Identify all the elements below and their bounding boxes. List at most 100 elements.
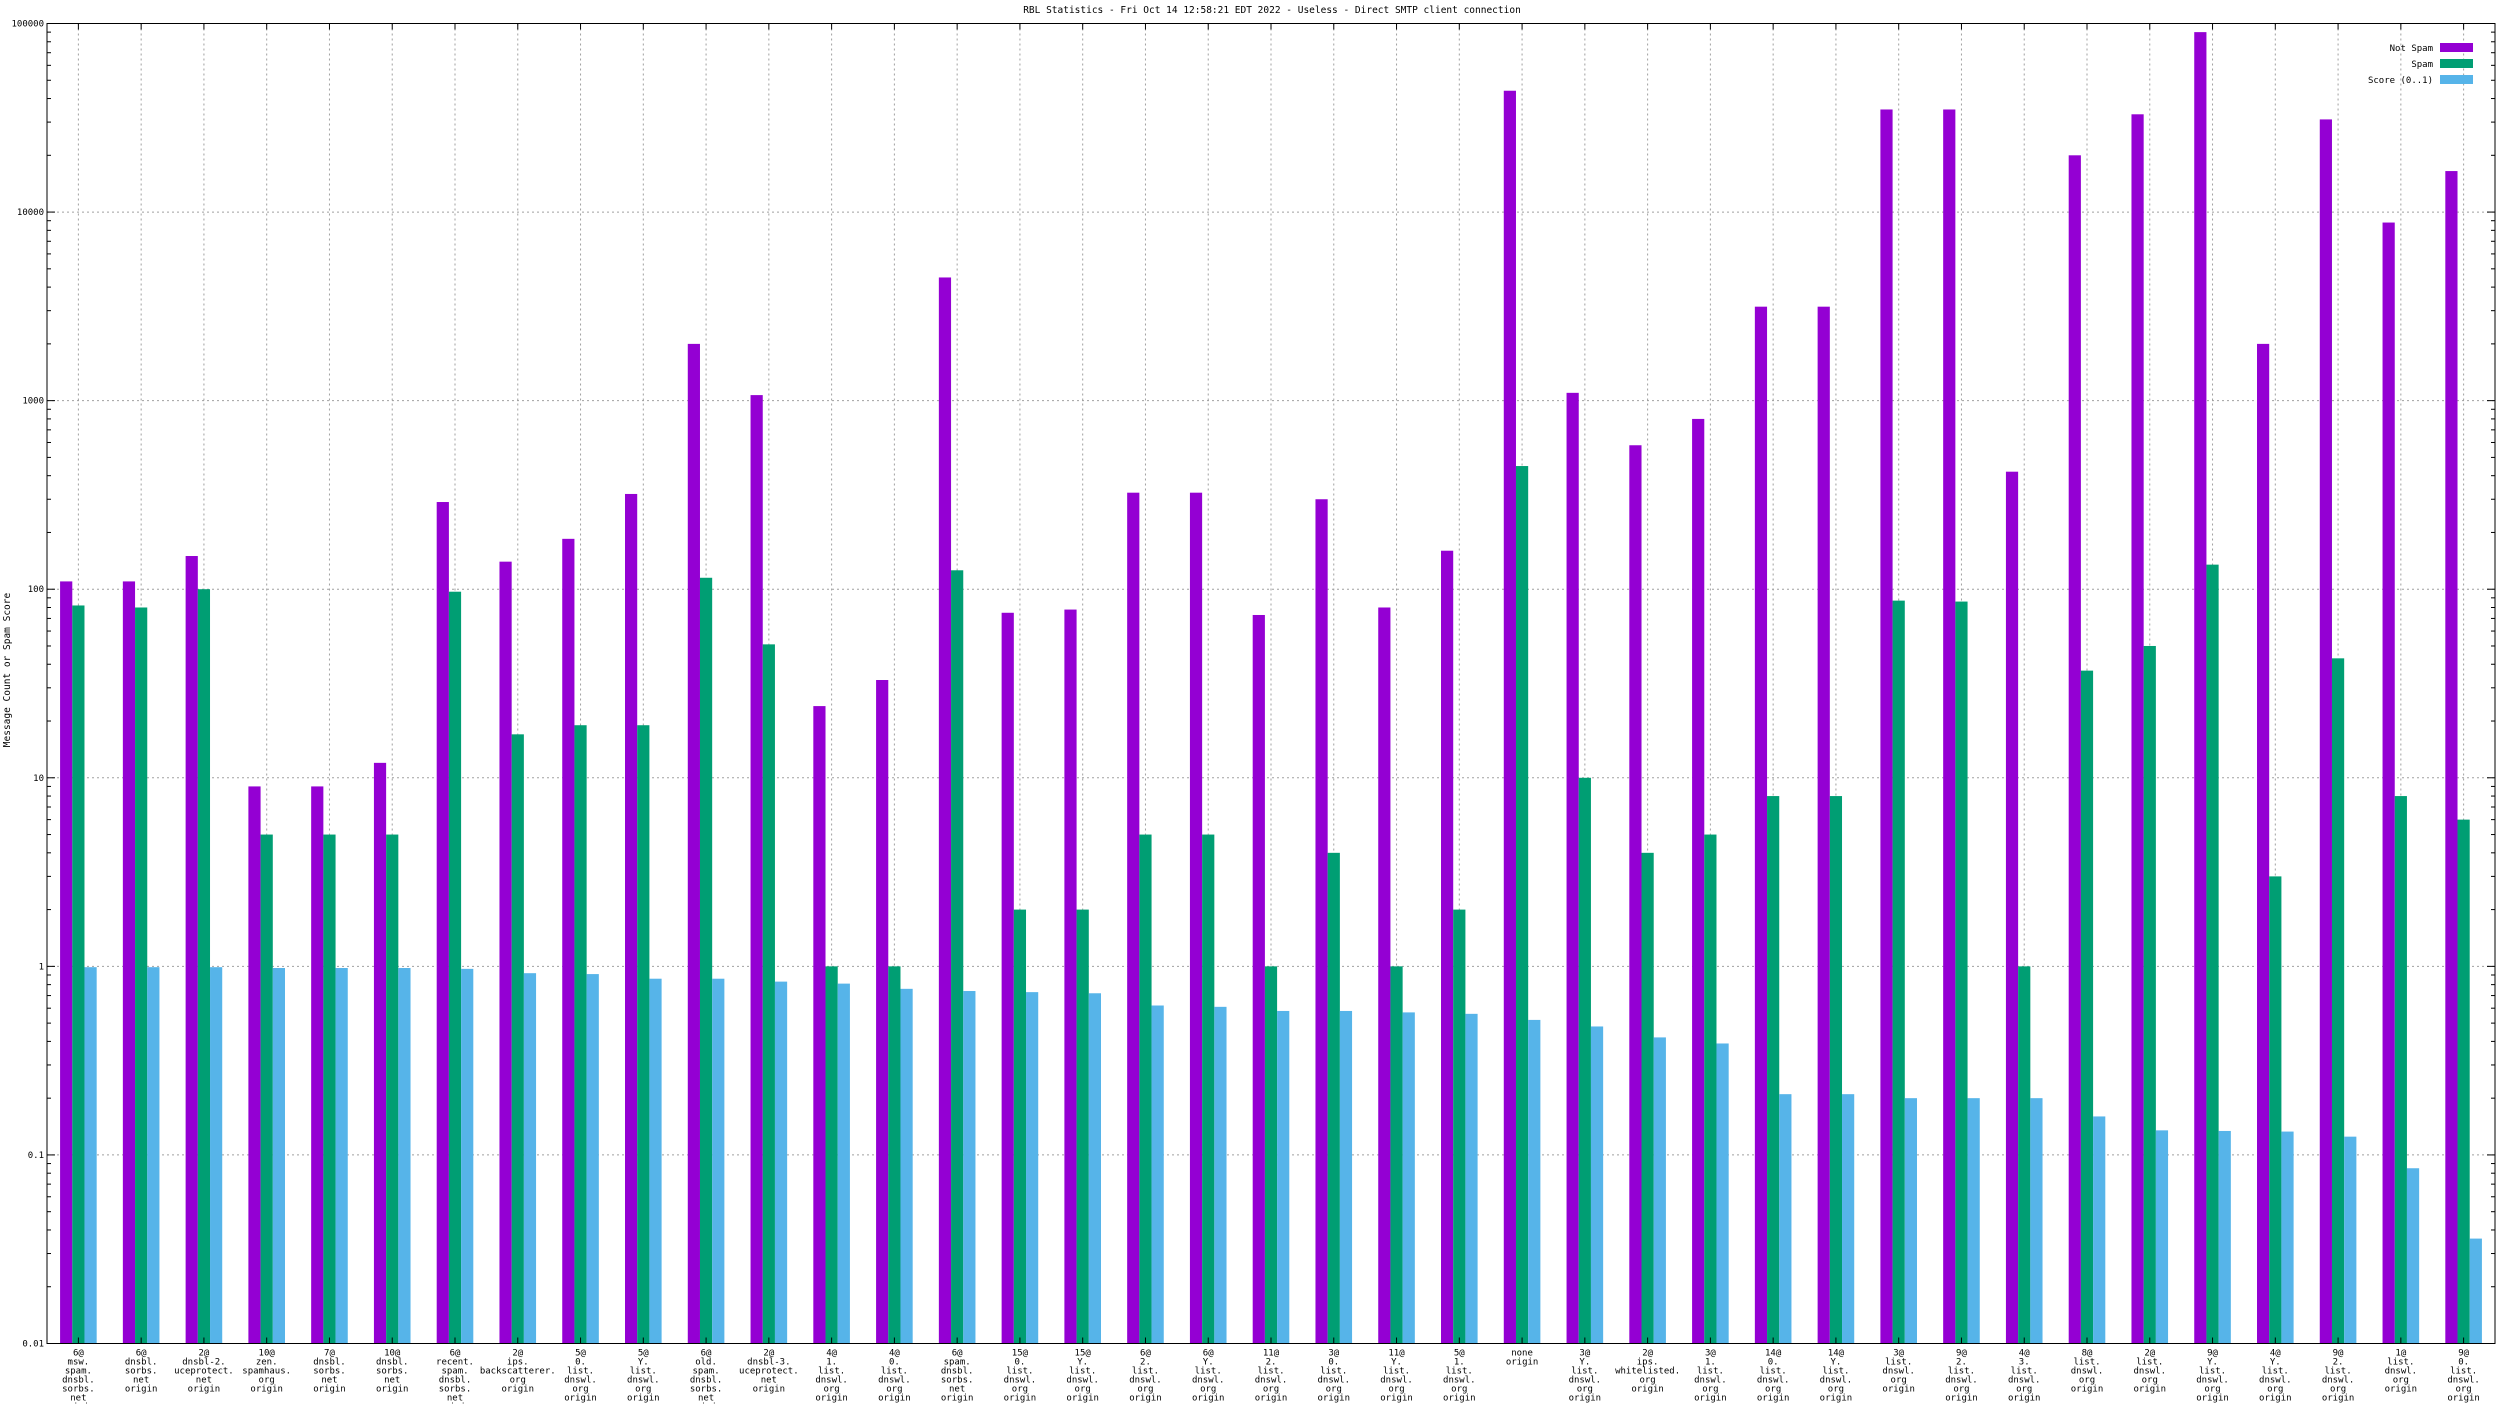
x-tick-label: 1@ list. dnswl. org origin (2385, 1349, 2418, 1395)
bar-not-spam (2194, 32, 2207, 1344)
y-tick-label: 0.1 (28, 1151, 44, 1161)
bar-spam (1704, 834, 1717, 1344)
bar-score-0-1 (1528, 1019, 1541, 1344)
bar-score-0-1 (523, 973, 537, 1344)
legend: Not Spam Spam Score (0..1) (2368, 43, 2473, 86)
bar-spam (386, 834, 399, 1344)
bar-score-0-1 (2218, 1130, 2231, 1344)
x-tick-label: 11@ 2. list. dnswl. org origin (1255, 1349, 1288, 1404)
bar-not-spam (1441, 550, 1454, 1344)
x-tick-label: 3@ 0. list. dnswl. org origin (1318, 1349, 1351, 1404)
x-tick-label: 4@ 3. list. dnswl. org origin (2008, 1349, 2041, 1404)
bar-not-spam (813, 706, 826, 1344)
x-tick-label: 2@ ips. whitelisted. org origin (1615, 1349, 1680, 1395)
bar-spam (1327, 852, 1340, 1344)
bar-score-0-1 (586, 974, 599, 1344)
x-tick-label: 9@ Y. list. dnswl. org origin (2196, 1349, 2229, 1404)
x-tick-label: 14@ 0. list. dnswl. org origin (1757, 1349, 1790, 1404)
legend-swatch (2440, 43, 2473, 52)
bar-score-0-1 (1779, 1094, 1792, 1344)
x-tick-label: 10@ dnsbl. sorbs. net origin (376, 1349, 409, 1395)
bar-not-spam (436, 502, 449, 1344)
bar-spam (888, 966, 901, 1344)
y-axis-label: Message Count or Spam Score (2, 593, 13, 748)
bar-not-spam (1817, 306, 1830, 1344)
x-tick-label: 9@ 2. list. dnswl. org origin (1945, 1349, 1978, 1404)
bar-score-0-1 (2344, 1136, 2357, 1344)
bar-score-0-1 (712, 978, 725, 1344)
bar-score-0-1 (1088, 993, 1101, 1344)
bar-spam (2269, 876, 2282, 1344)
bar-spam (1264, 966, 1278, 1344)
bar-score-0-1 (1653, 1037, 1666, 1344)
legend-swatch (2440, 59, 2473, 68)
bar-not-spam (625, 493, 638, 1344)
bar-score-0-1 (398, 968, 411, 1344)
bar-not-spam (185, 556, 198, 1344)
bar-not-spam (60, 581, 73, 1344)
bar-spam (2206, 564, 2219, 1344)
bar-score-0-1 (1590, 1026, 1604, 1344)
bar-not-spam (1754, 306, 1768, 1344)
bar-spam (1892, 600, 1905, 1344)
bar-not-spam (876, 680, 889, 1344)
y-tick-label: 0.01 (22, 1340, 44, 1350)
x-tick-label: 2@ dnsbl-3. uceprotect. net origin (739, 1349, 799, 1395)
y-tick-label: 1 (39, 962, 44, 972)
bar-score-0-1 (1151, 1005, 1164, 1344)
bar-spam (699, 577, 713, 1344)
bar-not-spam (311, 786, 324, 1344)
x-tick-label: 4@ 0. list. dnswl. org origin (878, 1349, 911, 1404)
bar-spam (260, 834, 273, 1344)
bar-spam (1453, 909, 1466, 1344)
bar-score-0-1 (335, 968, 348, 1344)
bar-not-spam (1503, 90, 1516, 1344)
bar-score-0-1 (1026, 992, 1039, 1344)
bar-not-spam (1692, 418, 1705, 1344)
bar-not-spam (938, 277, 952, 1344)
bar-score-0-1 (900, 988, 913, 1344)
y-tick-label: 1000 (22, 397, 44, 407)
bar-score-0-1 (1277, 1010, 1290, 1344)
bar-not-spam (2257, 343, 2270, 1344)
x-tick-label: 2@ ips. backscatterer. org origin (480, 1349, 556, 1395)
bar-spam (1390, 966, 1403, 1344)
x-tick-label: 3@ list. dnswl. org origin (1882, 1349, 1915, 1395)
bar-not-spam (248, 786, 261, 1344)
x-tick-label: 4@ 1. list. dnswl. org origin (815, 1349, 848, 1404)
bar-score-0-1 (2406, 1168, 2420, 1344)
bar-spam (1829, 796, 1843, 1344)
bar-score-0-1 (1716, 1043, 1729, 1344)
x-tick-label: 15@ Y. list. dnswl. org origin (1066, 1349, 1099, 1404)
bar-score-0-1 (1339, 1010, 1353, 1344)
bar-spam (825, 966, 838, 1344)
bar-spam (1515, 466, 1529, 1344)
bar-not-spam (1189, 492, 1203, 1344)
bar-spam (637, 725, 650, 1344)
bar-spam (951, 570, 964, 1344)
bar-score-0-1 (1465, 1013, 1478, 1344)
x-tick-label: 5@ 0. list. dnswl. org origin (564, 1349, 597, 1404)
legend-swatch (2440, 75, 2473, 84)
x-tick-label: 2@ dnsbl-2. uceprotect. net origin (174, 1349, 234, 1395)
bar-score-0-1 (272, 968, 285, 1344)
y-tick-label: 10000 (17, 208, 44, 218)
x-tick-label: 3@ Y. list. dnswl. org origin (1569, 1349, 1602, 1404)
x-tick-label: 15@ 0. list. dnswl. org origin (1004, 1349, 1037, 1404)
bar-spam (448, 591, 462, 1344)
x-tick-label: 4@ Y. list. dnswl. org origin (2259, 1349, 2292, 1404)
bar-not-spam (2382, 222, 2395, 1344)
bar-not-spam (750, 395, 763, 1344)
bars (60, 32, 2482, 1344)
bar-not-spam (1001, 612, 1014, 1344)
bar-score-0-1 (2281, 1131, 2294, 1344)
bar-not-spam (2445, 171, 2458, 1344)
bar-score-0-1 (84, 967, 97, 1344)
bar-score-0-1 (1967, 1098, 1980, 1344)
bar-spam (135, 607, 148, 1344)
y-tick-label: 100 (28, 585, 44, 595)
bar-not-spam (1127, 492, 1140, 1344)
legend-label: Score (0..1) (2368, 76, 2433, 86)
bar-not-spam (2005, 471, 2019, 1344)
